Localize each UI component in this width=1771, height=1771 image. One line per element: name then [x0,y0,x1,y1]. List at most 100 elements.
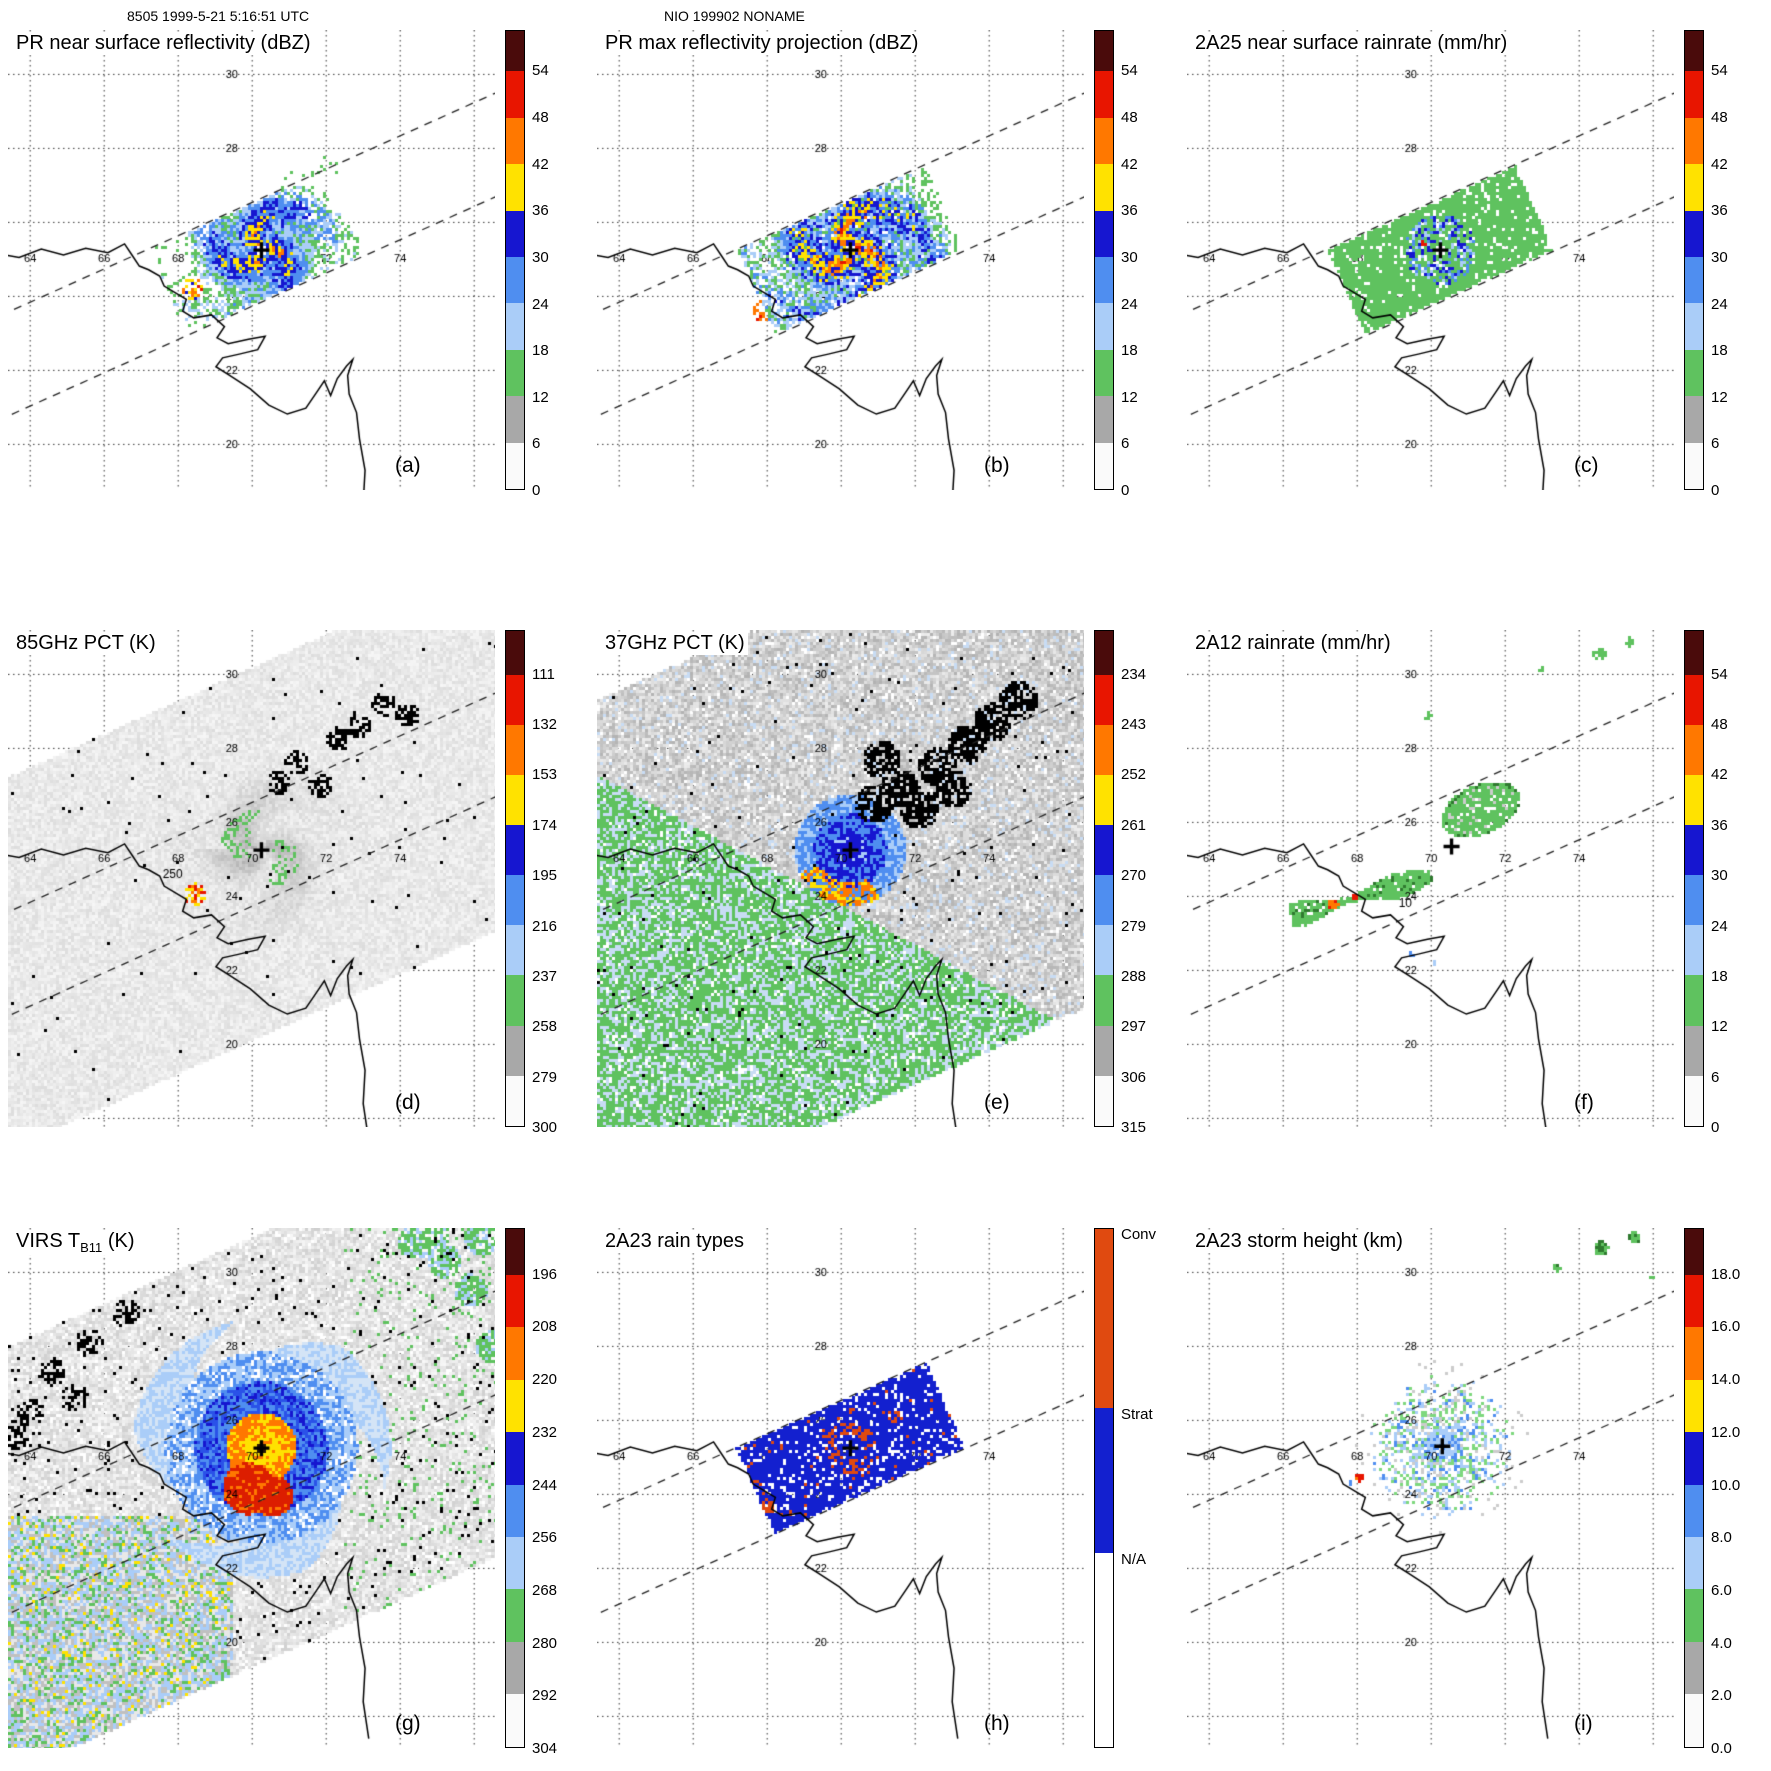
colorbar-segment [506,442,524,489]
panel-title-d: 85GHz PCT (K) [13,632,159,655]
colorbar-segment [1095,1075,1113,1126]
colorbar-tick: 268 [532,1581,558,1599]
colorbar-tick: 0 [1121,481,1130,499]
colorbar-tick: N/A [1121,1551,1147,1568]
colorbar-segment [1095,71,1113,118]
colorbar-segment [1685,1432,1703,1485]
colorbar-segment [506,875,524,926]
colorbar-tick: 24 [1711,917,1728,935]
colorbar-tick: 12 [1121,388,1138,406]
header-orbit-time: 8505 1999-5-21 5:16:51 UTC [127,8,310,24]
colorbar-segment [506,724,524,775]
panel-letter-d: (d) [395,1091,421,1114]
colorbar-tick: 16.0 [1711,1318,1741,1336]
colorbar-ticks-e: 234 243 252 261 270 279 288 297 306 315 [1121,630,1177,1136]
colorbar-tick: 196 [532,1265,558,1283]
colorbar-tick: 48 [1711,716,1728,734]
panel-title-g: VIRS TB11 (K) [13,1230,138,1255]
colorbar-tick: 36 [532,202,549,220]
colorbar-c [1684,30,1704,490]
colorbar-tick: 6 [1711,1068,1720,1086]
colorbar-segment [1095,256,1113,304]
panel-letter-a: (a) [395,454,421,477]
colorbar-segment [1685,1327,1703,1380]
colorbar-segment [1095,396,1113,443]
colorbar-tick: 174 [532,816,558,834]
colorbar-segment [1095,1025,1113,1076]
colorbar-segment [1685,1075,1703,1126]
colorbar-segment [1095,1552,1113,1747]
colorbar-segment [506,1327,524,1380]
colorbar-tick: 30 [532,248,549,266]
colorbar-segment [1095,631,1113,675]
colorbar-tick: 42 [1711,766,1728,784]
panel-title-g-sub: B11 [80,1240,103,1255]
colorbar-segment [506,1432,524,1485]
panel-title-g-post: (K) [102,1230,135,1252]
colorbar-segment [1685,71,1703,118]
colorbar-segment [1685,925,1703,976]
colorbar-tick: Conv [1121,1226,1157,1243]
colorbar-tick: 252 [1121,766,1147,784]
colorbar-tick: 111 [532,665,555,683]
map-canvas-f [1187,630,1674,1127]
colorbar-tick: 54 [1121,62,1138,80]
panel-f: 2A12 rainrate (mm/hr) (f) 54 48 42 36 30 24 18… [1187,630,1766,1136]
map-canvas-b [597,30,1084,490]
colorbar-segment [1685,349,1703,397]
colorbar-tick: 12.0 [1711,1423,1741,1441]
colorbar-segment [1685,117,1703,165]
colorbar-segment [1685,396,1703,443]
colorbar-tick: 6 [1711,435,1720,453]
colorbar-segment [1685,774,1703,826]
colorbar-tick: 10.0 [1711,1476,1741,1494]
colorbar-segment [1685,303,1703,350]
colorbar-tick: 297 [1121,1018,1147,1036]
colorbar-segment [1685,1537,1703,1590]
map-canvas-e [597,630,1084,1127]
colorbar-tick: 18 [532,342,549,360]
colorbar-segment [1095,31,1113,72]
panel-letter-b: (b) [984,454,1010,477]
colorbar-segment [1095,825,1113,876]
colorbar-tick: 261 [1121,816,1147,834]
colorbar-tick: 0.0 [1711,1739,1732,1757]
colorbar-tick: 36 [1121,202,1138,220]
colorbar-segment [506,674,524,725]
colorbar-segment [1685,1641,1703,1695]
colorbar-tick: 30 [1711,867,1728,885]
panel-letter-g: (g) [395,1712,421,1735]
colorbar-tick: 54 [1711,665,1728,683]
map-canvas-g [8,1228,495,1748]
colorbar-segment [1685,1484,1703,1537]
panel-h: 2A23 rain types (h) Conv Strat N/A [597,1226,1176,1748]
colorbar-tick: 2.0 [1711,1687,1732,1705]
colorbar-tick: 48 [1711,109,1728,127]
colorbar-segment [1095,349,1113,397]
colorbar-segment [1095,925,1113,976]
map-canvas-d [8,630,495,1127]
colorbar-tick: 237 [532,967,558,985]
colorbar-tick: 280 [532,1634,558,1652]
colorbar-segment [506,925,524,976]
colorbar-d [505,630,525,1127]
colorbar-tick: 42 [1121,155,1138,173]
colorbar-segment [1685,875,1703,926]
colorbar-segment [1685,975,1703,1026]
panel-d: 85GHz PCT (K) (d) 111 132 153 174 195 216 237 2… [8,630,587,1136]
colorbar-segment [1685,724,1703,775]
colorbar-segment [1685,442,1703,489]
colorbar-segment [1095,117,1113,165]
colorbar-segment [1685,1379,1703,1433]
colorbar-tick: 30 [1711,248,1728,266]
colorbar-tick: 300 [532,1118,558,1136]
colorbar-tick: 18 [1711,967,1728,985]
colorbar-segment [1095,1229,1113,1409]
colorbar-ticks-i: 18.0 16.0 14.0 12.0 10.0 8.0 6.0 4.0 2.0 0.0 [1711,1228,1767,1757]
colorbar-segment [1095,303,1113,350]
panel-title-f: 2A12 rainrate (mm/hr) [1192,632,1394,655]
colorbar-a [505,30,525,490]
colorbar-segment [1685,674,1703,725]
colorbar-tick: 195 [532,867,558,885]
colorbar-tick: Strat [1121,1405,1153,1423]
